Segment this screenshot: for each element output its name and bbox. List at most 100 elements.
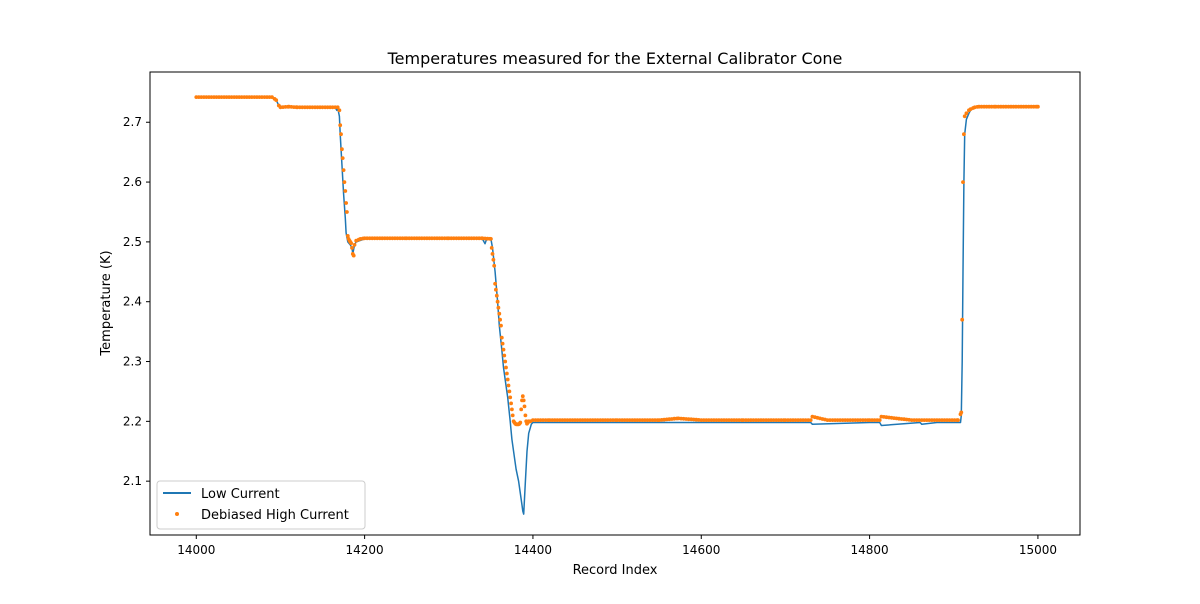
y-tick-label: 2.7 xyxy=(123,115,142,129)
data-point xyxy=(959,410,964,415)
data-point xyxy=(440,236,444,241)
data-point xyxy=(274,98,279,102)
data-point xyxy=(342,180,347,185)
plot-frame xyxy=(149,71,1081,536)
data-point xyxy=(491,257,496,262)
data-point xyxy=(993,104,998,109)
data-point xyxy=(330,105,335,110)
x-tick-label: 14200 xyxy=(346,543,384,557)
data-point xyxy=(494,287,498,292)
data-point xyxy=(505,371,509,376)
data-point xyxy=(472,236,476,241)
data-point xyxy=(595,418,600,422)
data-point xyxy=(350,246,354,250)
x-tick-label: 14800 xyxy=(850,543,888,557)
data-point xyxy=(541,418,545,422)
data-point xyxy=(341,168,346,173)
data-point xyxy=(956,418,960,422)
data-point xyxy=(349,241,353,246)
data-point xyxy=(917,418,922,422)
data-point xyxy=(490,252,495,256)
data-point xyxy=(495,299,500,304)
data-point xyxy=(345,210,349,214)
data-point xyxy=(409,236,414,241)
legend-label-low-current: Low Current xyxy=(201,487,280,502)
x-tick-label: 14600 xyxy=(682,543,720,557)
x-tick-label: 14400 xyxy=(514,543,552,557)
data-point xyxy=(310,105,315,110)
data-point xyxy=(510,413,515,418)
data-point xyxy=(497,311,502,316)
data-point xyxy=(877,418,882,422)
data-point xyxy=(375,236,380,241)
data-point xyxy=(637,418,642,422)
data-point xyxy=(506,383,511,388)
data-point xyxy=(962,114,967,119)
data-point xyxy=(352,243,357,247)
data-point xyxy=(783,418,788,422)
data-point xyxy=(345,234,350,238)
data-point xyxy=(337,108,342,113)
x-axis: 14000 14200 14400 14600 14800 15000 xyxy=(177,535,1057,557)
data-point xyxy=(927,418,932,422)
data-point xyxy=(499,335,504,340)
data-point xyxy=(508,395,513,400)
data-point xyxy=(498,317,502,322)
data-point xyxy=(1024,104,1028,109)
data-point xyxy=(344,201,348,205)
data-point xyxy=(199,95,204,99)
data-point xyxy=(737,418,741,422)
data-point xyxy=(1004,104,1008,109)
data-point xyxy=(500,341,505,346)
data-point xyxy=(430,236,434,241)
data-point xyxy=(419,236,424,241)
data-point xyxy=(339,132,343,137)
data-point xyxy=(385,236,390,241)
data-point xyxy=(338,123,343,128)
data-point xyxy=(489,246,494,250)
data-point xyxy=(365,236,369,241)
legend-swatch-debiased-high-current xyxy=(175,512,179,516)
data-point xyxy=(585,418,590,422)
data-point xyxy=(828,418,832,422)
data-point xyxy=(617,418,622,422)
data-point xyxy=(335,105,340,110)
data-point xyxy=(961,180,965,185)
data-point xyxy=(249,95,254,99)
data-point xyxy=(502,353,507,358)
legend: Low Current Debiased High Current xyxy=(156,480,366,530)
data-point xyxy=(962,132,966,137)
series-markers-debiased-high-current xyxy=(194,95,1040,427)
data-point xyxy=(519,407,524,412)
data-point xyxy=(239,95,244,99)
data-point xyxy=(260,95,264,99)
data-point xyxy=(793,418,798,422)
data-point xyxy=(1036,104,1040,109)
data-point xyxy=(947,418,952,422)
data-point xyxy=(229,95,234,99)
data-point xyxy=(761,418,766,422)
data-point xyxy=(989,104,994,109)
data-point xyxy=(489,237,493,241)
data-point xyxy=(872,418,877,422)
data-point xyxy=(493,281,497,286)
y-tick-label: 2.5 xyxy=(123,235,142,249)
data-point xyxy=(964,111,969,116)
data-point xyxy=(504,365,508,370)
data-point xyxy=(808,418,813,422)
data-point xyxy=(300,105,305,110)
data-point xyxy=(575,418,580,422)
data-point xyxy=(803,418,808,422)
data-point xyxy=(499,323,503,328)
data-point xyxy=(522,404,527,409)
data-point xyxy=(510,407,514,412)
data-point xyxy=(1014,104,1018,109)
data-point xyxy=(627,418,632,422)
data-point xyxy=(727,418,731,422)
data-point xyxy=(219,95,224,99)
y-axis: 2.1 2.2 2.3 2.4 2.5 2.6 2.7 xyxy=(123,115,150,488)
data-point xyxy=(343,189,348,193)
data-point xyxy=(706,418,711,422)
data-point xyxy=(848,418,853,422)
